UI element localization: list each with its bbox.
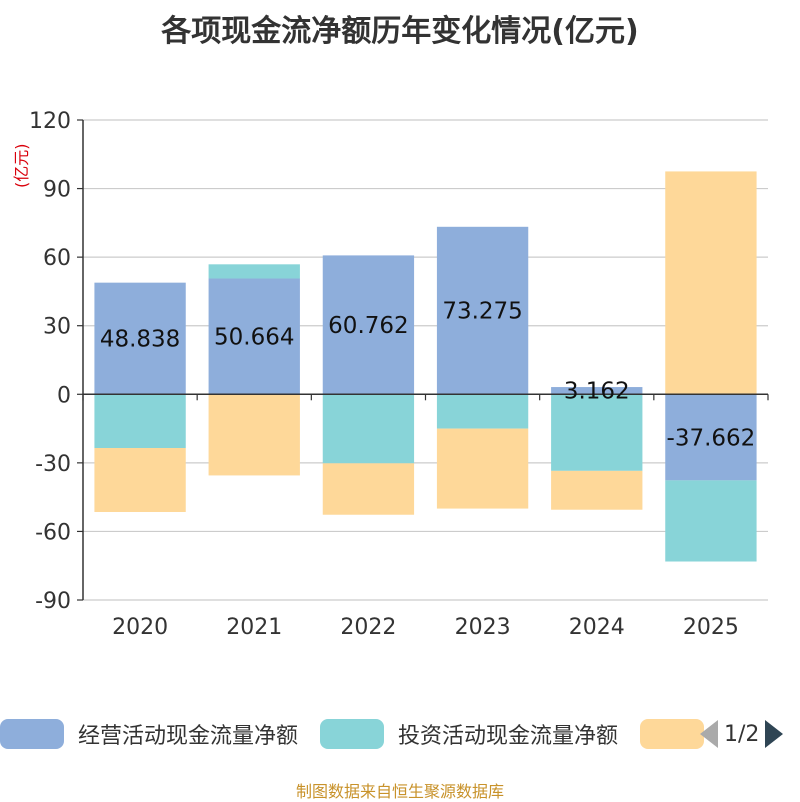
bar-0-2024 xyxy=(551,387,643,395)
x-tick-label: 2023 xyxy=(455,615,511,640)
x-tick-label: 2025 xyxy=(683,615,739,640)
bar-2-2024 xyxy=(551,470,643,510)
bar-1-2025 xyxy=(665,480,757,562)
y-tick-label: 30 xyxy=(43,315,71,340)
data-label-2023: 73.275 xyxy=(442,299,522,325)
bar-0-2023 xyxy=(436,226,529,395)
legend-swatch-financing xyxy=(640,719,704,749)
data-label-2024: 3.162 xyxy=(564,379,630,405)
y-tick-label: 90 xyxy=(43,178,71,203)
bar-0-2025 xyxy=(665,394,757,481)
legend: 经营活动现金流量净额 投资活动现金流量净额 xyxy=(0,716,800,756)
legend-next-icon[interactable] xyxy=(765,720,784,748)
legend-swatch-investing xyxy=(320,719,384,749)
bar-2-2021 xyxy=(208,394,300,476)
data-label-2021: 50.664 xyxy=(214,324,294,350)
data-label-2022: 60.762 xyxy=(328,313,408,339)
bar-2-2020 xyxy=(94,448,186,512)
y-tick-label: -30 xyxy=(35,452,71,477)
bar-2-2022 xyxy=(322,463,415,515)
legend-page-indicator: 1/2 xyxy=(724,721,760,747)
bar-1-2023 xyxy=(436,394,529,429)
axes: -90 -60 -30 0 30 60 90 120 2020 2021 2022 2023 2024 2… xyxy=(29,109,769,640)
x-tick-label: 2024 xyxy=(569,615,625,640)
bar-1-2021 xyxy=(208,264,300,279)
bar-1-2024 xyxy=(551,394,643,471)
legend-item-investing[interactable]: 投资活动现金流量净额 xyxy=(320,716,618,752)
legend-item-operating[interactable]: 经营活动现金流量净额 xyxy=(0,716,298,752)
y-tick-label: -90 xyxy=(35,589,71,614)
bar-2-2025 xyxy=(665,171,757,395)
data-label-2020: 48.838 xyxy=(100,326,180,352)
legend-prev-icon[interactable] xyxy=(700,720,718,748)
bar-2-2023 xyxy=(436,428,529,509)
data-source-note: 制图数据来自恒生聚源数据库 xyxy=(295,782,504,801)
y-tick-label: 0 xyxy=(57,383,71,408)
bar-1-2020 xyxy=(94,394,186,448)
legend-label-operating: 经营活动现金流量净额 xyxy=(78,724,299,749)
gridlines xyxy=(83,119,768,601)
bar-0-2022 xyxy=(322,255,415,395)
bars xyxy=(94,171,757,562)
bar-0-2020 xyxy=(94,282,186,395)
bar-1-2022 xyxy=(322,394,415,464)
data-labels: 48.838 50.664 60.762 73.275 3.162 -37.662 xyxy=(100,299,755,452)
bar-chart: -90 -60 -30 0 30 60 90 120 2020 2021 2022 2023 2024 2… xyxy=(29,109,769,640)
y-tick-label: 120 xyxy=(29,109,71,134)
x-tick-label: 2022 xyxy=(340,615,396,640)
legend-item-financing[interactable] xyxy=(640,716,704,752)
y-tick-label: -60 xyxy=(35,520,71,545)
x-tick-label: 2021 xyxy=(226,615,282,640)
legend-label-investing: 投资活动现金流量净额 xyxy=(398,724,619,749)
bar-0-2021 xyxy=(208,278,300,395)
data-label-2025: -37.662 xyxy=(667,425,756,451)
legend-swatch-operating xyxy=(0,719,64,749)
y-tick-label: 60 xyxy=(43,246,71,271)
chart-title: 各项现金流净额历年变化情况(亿元) xyxy=(161,14,639,49)
x-tick-label: 2020 xyxy=(112,615,168,640)
legend-pager: 1/2 xyxy=(700,716,784,752)
